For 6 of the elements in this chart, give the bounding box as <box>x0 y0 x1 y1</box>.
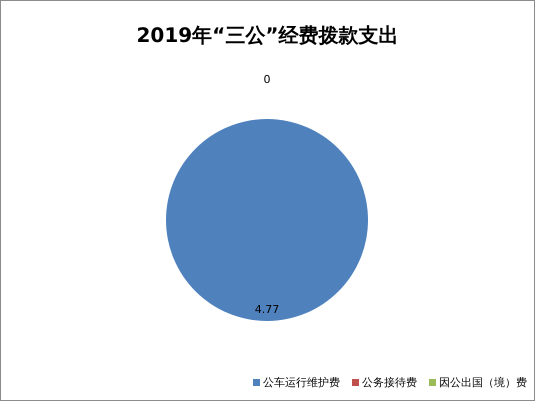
legend-label: 公务接待费 <box>362 376 417 389</box>
data-label: 4.77 <box>254 302 280 316</box>
legend-label: 因公出国（境）费 <box>439 376 527 389</box>
legend-label: 公车运行维护费 <box>263 376 340 389</box>
chart-title: 2019年“三公”经费拨款支出 <box>136 23 398 47</box>
text: 0 <box>264 73 270 86</box>
